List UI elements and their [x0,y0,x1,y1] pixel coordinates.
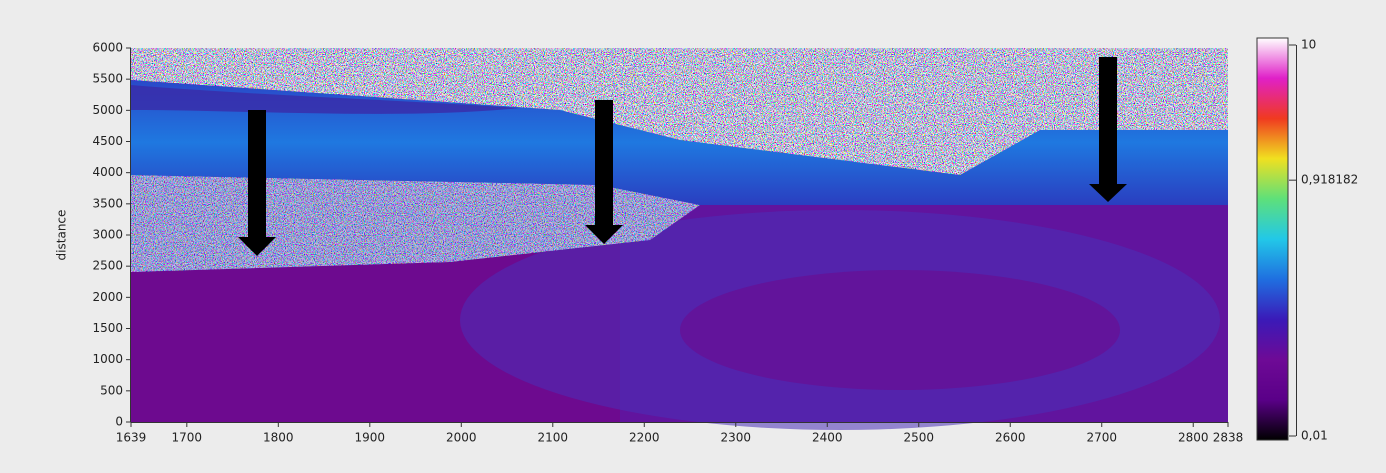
x-tick-label: 2700 [1086,431,1117,445]
colorbar-tick-label: 10 [1301,38,1316,52]
y-tick-label: 2000 [92,290,123,304]
colorbar-tick-label: 0,01 [1301,429,1328,443]
y-tick-label: 4000 [92,165,123,179]
y-tick-label: 6000 [92,41,123,55]
y-tick-label: 5500 [92,72,123,86]
y-tick-label: 1000 [92,352,123,366]
heatmap-image [131,48,1228,430]
y-tick-label: 5000 [92,103,123,117]
x-tick-label: 1700 [172,431,203,445]
y-tick-label: 2500 [92,259,123,273]
colorbar-tick-label: 0,918182 [1301,173,1358,187]
y-tick-label: 4500 [92,134,123,148]
x-tick-label: 2100 [538,431,569,445]
y-tick-label: 3000 [92,228,123,242]
y-tick-label: 0 [115,415,123,429]
y-tick-label: 1500 [92,321,123,335]
y-axis-label: distance [55,210,69,261]
x-tick-label: 2500 [903,431,934,445]
x-tick-label: 2400 [812,431,843,445]
colorbar [1256,37,1289,441]
arrows [238,57,1127,256]
x-tick-label: 2200 [629,431,660,445]
x-tick-label: 2600 [995,431,1026,445]
x-tick-label: 1639 [116,431,147,445]
y-tick-label: 500 [100,383,123,397]
y-tick-label: 3500 [92,196,123,210]
x-tick-label: 1900 [355,431,386,445]
x-tick-label: 2000 [446,431,477,445]
x-tick-label: 2838 [1213,431,1244,445]
x-tick-label: 2800 [1178,431,1209,445]
x-tick-label: 2300 [720,431,751,445]
x-tick-label: 1800 [263,431,294,445]
